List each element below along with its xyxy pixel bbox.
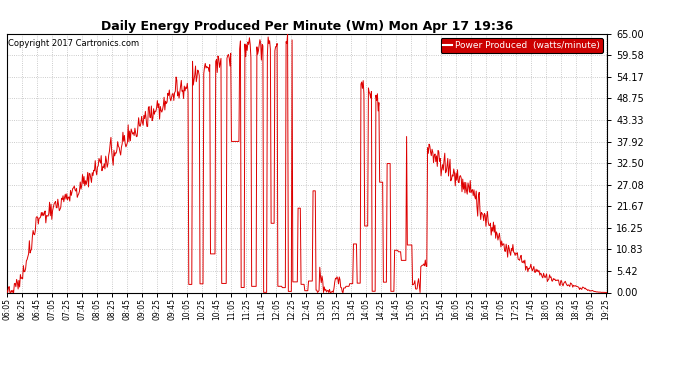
Legend: Power Produced  (watts/minute): Power Produced (watts/minute)	[441, 38, 602, 53]
Text: Copyright 2017 Cartronics.com: Copyright 2017 Cartronics.com	[8, 39, 139, 48]
Title: Daily Energy Produced Per Minute (Wm) Mon Apr 17 19:36: Daily Energy Produced Per Minute (Wm) Mo…	[101, 20, 513, 33]
